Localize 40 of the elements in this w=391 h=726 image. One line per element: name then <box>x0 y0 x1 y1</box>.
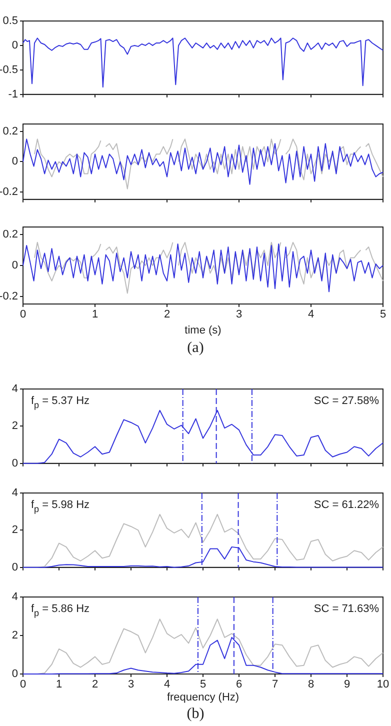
x-tick-label: 3 <box>128 678 134 691</box>
x-tick-label: 5 <box>380 308 386 321</box>
x-tick-label: 1 <box>92 308 98 321</box>
y-tick-label: 0 <box>12 668 18 680</box>
y-tick-label: 2 <box>12 524 18 536</box>
x-tick-label: 2 <box>92 678 98 691</box>
x-tick-label: 4 <box>164 678 170 691</box>
y-tick-label: 0 <box>12 561 18 574</box>
y-tick-label: 4 <box>12 383 18 396</box>
y-tick-label: 2 <box>12 630 18 642</box>
y-tick-label: 4 <box>12 591 18 604</box>
x-tick-label: 10 <box>376 678 390 691</box>
y-tick-label: 0 <box>12 457 18 470</box>
y-tick-label: 0.5 <box>2 15 18 28</box>
x-tick-label: 6 <box>236 678 242 691</box>
x-tick-label: 4 <box>308 308 314 321</box>
y-tick-label: 0.2 <box>2 126 18 138</box>
y-tick-label: 0 <box>12 260 18 272</box>
x-tick-label: 0 <box>20 678 26 691</box>
y-tick-label: 4 <box>12 487 18 500</box>
text: (b) <box>186 706 206 723</box>
annotation: SC = 71.63% <box>314 603 380 615</box>
x-tick-label: 1 <box>56 678 62 691</box>
annotation: SC = 27.58% <box>314 395 380 407</box>
x-tick-label: 3 <box>236 308 242 321</box>
x-axis-title: frequency (Hz) <box>166 691 240 704</box>
y-tick-label: 2 <box>12 420 18 432</box>
text: (a) <box>186 340 205 357</box>
y-tick-label: -1 <box>8 88 18 100</box>
x-tick-label: 9 <box>344 678 350 691</box>
x-tick-label: 0 <box>20 308 26 321</box>
y-tick-label: 0.2 <box>2 228 18 241</box>
x-tick-label: 8 <box>308 678 314 691</box>
x-tick-label: 5 <box>200 678 206 691</box>
x-axis-title: time (s) <box>184 324 222 336</box>
x-tick-label: 2 <box>164 308 170 321</box>
x-tick-label: 7 <box>272 678 278 691</box>
annotation: SC = 61.22% <box>314 499 380 511</box>
y-tick-label: 0 <box>12 40 18 52</box>
y-tick-label: 0 <box>12 156 18 168</box>
